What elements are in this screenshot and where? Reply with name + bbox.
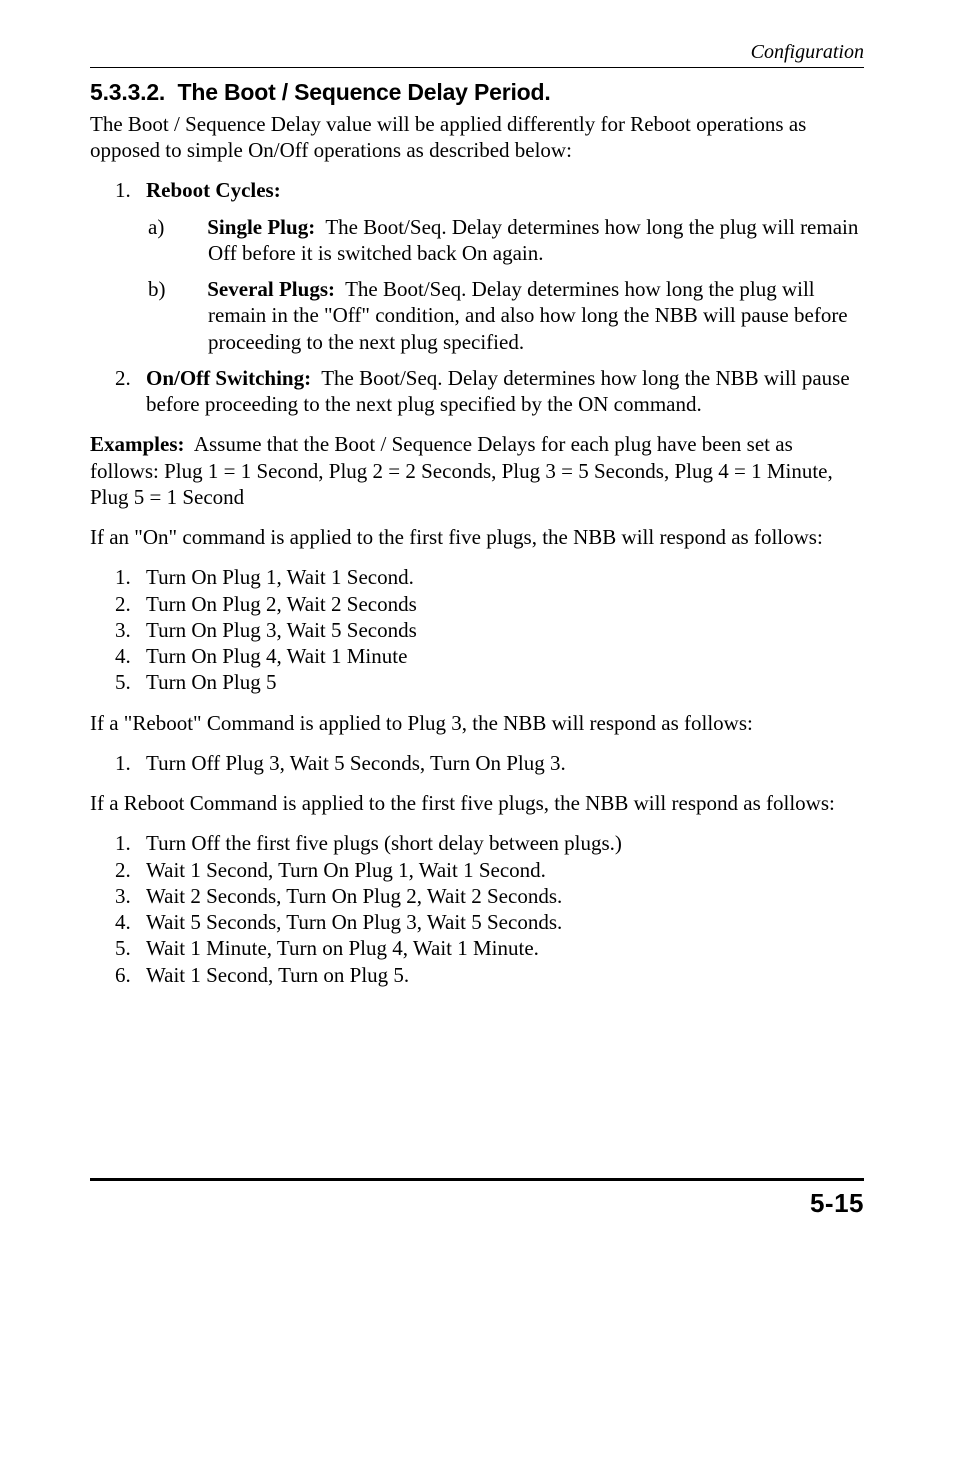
- examples-text: Assume that the Boot / Sequence Delays f…: [90, 432, 833, 509]
- list-item: Wait 1 Second, Turn on Plug 5.: [136, 962, 864, 988]
- reboot-cmd-paragraph: If a "Reboot" Command is applied to Plug…: [90, 710, 864, 736]
- list-item: b) Several Plugs: The Boot/Seq. Delay de…: [178, 276, 864, 355]
- reboot-sequence-list: Turn Off Plug 3, Wait 5 Seconds, Turn On…: [90, 750, 864, 776]
- reboot-cycles-label: Reboot Cycles:: [146, 178, 281, 202]
- list-item: On/Off Switching: The Boot/Seq. Delay de…: [136, 365, 864, 418]
- reboot-all-sequence-list: Turn Off the first five plugs (short del…: [90, 830, 864, 988]
- onoff-switching-label: On/Off Switching:: [146, 366, 311, 390]
- reboot-all-paragraph: If a Reboot Command is applied to the fi…: [90, 790, 864, 816]
- section-title: The Boot / Sequence Delay Period.: [178, 79, 551, 105]
- reboot-cycles-sublist: a) Single Plug: The Boot/Seq. Delay dete…: [146, 214, 864, 355]
- single-plug-label: Single Plug:: [207, 215, 315, 239]
- list-item: Turn Off the first five plugs (short del…: [136, 830, 864, 856]
- list-item: Wait 1 Second, Turn On Plug 1, Wait 1 Se…: [136, 857, 864, 883]
- page: Configuration 5.3.3.2. The Boot / Sequen…: [0, 0, 954, 1259]
- list-item: Turn On Plug 4, Wait 1 Minute: [136, 643, 864, 669]
- intro-paragraph: The Boot / Sequence Delay value will be …: [90, 111, 864, 164]
- list-item: Wait 1 Minute, Turn on Plug 4, Wait 1 Mi…: [136, 935, 864, 961]
- sublist-marker-a: a): [178, 214, 202, 240]
- list-item: Turn On Plug 3, Wait 5 Seconds: [136, 617, 864, 643]
- bottom-rule: [90, 1178, 864, 1181]
- running-head: Configuration: [90, 40, 864, 65]
- on-sequence-list: Turn On Plug 1, Wait 1 Second. Turn On P…: [90, 564, 864, 695]
- list-item: Turn Off Plug 3, Wait 5 Seconds, Turn On…: [136, 750, 864, 776]
- list-item: Wait 2 Seconds, Turn On Plug 2, Wait 2 S…: [136, 883, 864, 909]
- list-item: Turn On Plug 1, Wait 1 Second.: [136, 564, 864, 590]
- examples-label: Examples:: [90, 432, 185, 456]
- list-item: Reboot Cycles: a) Single Plug: The Boot/…: [136, 177, 864, 355]
- top-rule: [90, 67, 864, 68]
- several-plugs-label: Several Plugs:: [207, 277, 335, 301]
- list-item: Wait 5 Seconds, Turn On Plug 3, Wait 5 S…: [136, 909, 864, 935]
- list-item: a) Single Plug: The Boot/Seq. Delay dete…: [178, 214, 864, 267]
- on-cmd-paragraph: If an "On" command is applied to the fir…: [90, 524, 864, 550]
- section-heading: 5.3.3.2. The Boot / Sequence Delay Perio…: [90, 78, 864, 107]
- examples-paragraph: Examples: Assume that the Boot / Sequenc…: [90, 431, 864, 510]
- list-item: Turn On Plug 5: [136, 669, 864, 695]
- behavior-list: Reboot Cycles: a) Single Plug: The Boot/…: [90, 177, 864, 417]
- page-number: 5-15: [90, 1187, 864, 1220]
- list-item: Turn On Plug 2, Wait 2 Seconds: [136, 591, 864, 617]
- section-number: 5.3.3.2.: [90, 79, 165, 105]
- sublist-marker-b: b): [178, 276, 202, 302]
